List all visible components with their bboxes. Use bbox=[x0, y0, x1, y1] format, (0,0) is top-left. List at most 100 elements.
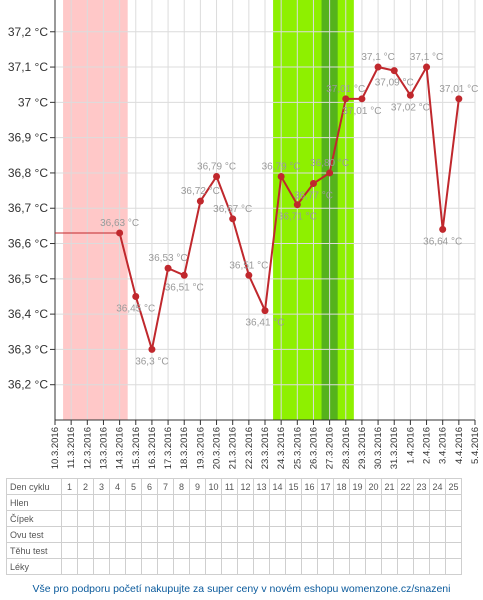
cycle-cell bbox=[301, 558, 318, 575]
cycle-cell bbox=[109, 558, 126, 575]
cycle-cell bbox=[109, 510, 126, 527]
cycle-cell bbox=[429, 494, 446, 511]
cycle-row-label: Ovu test bbox=[6, 526, 62, 543]
data-point bbox=[116, 229, 124, 237]
cycle-cell bbox=[205, 558, 222, 575]
x-tick-label: 11.3.2016 bbox=[66, 427, 77, 469]
cycle-cell bbox=[141, 510, 158, 527]
cycle-day-header: Den cyklu bbox=[6, 478, 62, 495]
cycle-cell bbox=[221, 510, 238, 527]
cycle-cell bbox=[93, 542, 110, 559]
data-point bbox=[196, 197, 204, 205]
data-point bbox=[148, 345, 156, 353]
cycle-day-number: 22 bbox=[397, 478, 414, 495]
phase-band-0 bbox=[63, 0, 128, 420]
bbt-chart: 36,2 °C 36,3 °C 36,4 °C 36,5 °C 36,6 °C 36,7 … bbox=[8, 0, 481, 469]
cycle-cell bbox=[301, 494, 318, 511]
cycle-cell bbox=[285, 558, 302, 575]
cycle-cell bbox=[61, 494, 78, 511]
data-label: 36,72 °C bbox=[181, 186, 220, 197]
cycle-day-number: 17 bbox=[317, 478, 334, 495]
cycle-cell bbox=[93, 510, 110, 527]
cycle-cell bbox=[413, 494, 430, 511]
cycle-cell bbox=[237, 494, 254, 511]
x-tick-label: 16.3.2016 bbox=[147, 427, 158, 469]
y-tick-labels: 36,2 °C 36,3 °C 36,4 °C 36,5 °C 36,6 °C 36,7 … bbox=[8, 25, 48, 392]
cycle-cell bbox=[381, 510, 398, 527]
x-tick-label: 3.4.2016 bbox=[438, 427, 449, 464]
cycle-day-number: 18 bbox=[333, 478, 350, 495]
cycle-cell bbox=[413, 526, 430, 543]
cycle-cell bbox=[109, 494, 126, 511]
x-tick-label: 1.4.2016 bbox=[405, 427, 416, 464]
cycle-cell bbox=[77, 510, 94, 527]
x-tick-label: 21.3.2016 bbox=[228, 427, 239, 469]
data-point bbox=[229, 215, 237, 223]
data-label: 36,51 °C bbox=[165, 282, 204, 293]
cycle-cell bbox=[445, 494, 462, 511]
cycle-cell bbox=[349, 542, 366, 559]
cycle-cell bbox=[429, 510, 446, 527]
cycle-cell bbox=[189, 526, 206, 543]
cycle-cell bbox=[333, 526, 350, 543]
x-tick-label: 31.3.2016 bbox=[389, 427, 400, 469]
x-tick-label: 14.3.2016 bbox=[115, 427, 126, 469]
cycle-cell bbox=[157, 510, 174, 527]
cycle-cell bbox=[429, 542, 446, 559]
cycle-cell bbox=[397, 494, 414, 511]
cycle-row: Hlen bbox=[6, 494, 462, 511]
cycle-cell bbox=[333, 558, 350, 575]
cycle-cell bbox=[173, 558, 190, 575]
cycle-cell bbox=[125, 542, 142, 559]
cycle-cell bbox=[317, 510, 334, 527]
cycle-row-label: Těhu test bbox=[6, 542, 62, 559]
cycle-cell bbox=[125, 526, 142, 543]
cycle-row: Čípek bbox=[6, 510, 462, 527]
cycle-cell bbox=[269, 542, 286, 559]
cycle-cell bbox=[205, 526, 222, 543]
cycle-cell bbox=[61, 510, 78, 527]
cycle-day-number: 19 bbox=[349, 478, 366, 495]
cycle-day-number: 21 bbox=[381, 478, 398, 495]
cycle-cell bbox=[237, 510, 254, 527]
promo-footer-link[interactable]: Vše pro podporu početí nakupujte za supe… bbox=[32, 583, 451, 595]
cycle-cell bbox=[349, 526, 366, 543]
cycle-cell bbox=[397, 542, 414, 559]
x-tick-label: 17.3.2016 bbox=[163, 427, 174, 469]
cycle-cell bbox=[77, 558, 94, 575]
cycle-header-row: Den cyklu 1 2 3 4 5 6 7 8 9 10 11 12 13 14 15 16 17 18 19 20… bbox=[6, 478, 462, 495]
cycle-cell bbox=[285, 510, 302, 527]
cycle-cell bbox=[365, 510, 382, 527]
data-point bbox=[423, 63, 431, 71]
data-label: 37,01 °C bbox=[439, 84, 478, 95]
data-label: 36,63 °C bbox=[100, 218, 139, 229]
cycle-cell bbox=[349, 510, 366, 527]
cycle-day-number: 11 bbox=[221, 478, 238, 495]
cycle-day-number: 4 bbox=[109, 478, 126, 495]
cycle-cell bbox=[429, 558, 446, 575]
cycle-cell bbox=[317, 558, 334, 575]
data-label: 36,71 °C bbox=[278, 212, 317, 223]
cycle-cell bbox=[61, 526, 78, 543]
cycle-cell bbox=[173, 542, 190, 559]
cycle-cell bbox=[109, 542, 126, 559]
x-tick-label: 13.3.2016 bbox=[98, 427, 109, 469]
cycle-cell bbox=[285, 494, 302, 511]
data-label: 36,3 °C bbox=[135, 356, 168, 367]
y-tick-label: 36,8 °C bbox=[8, 166, 48, 180]
x-tick-label: 18.3.2016 bbox=[179, 427, 190, 469]
cycle-cell bbox=[381, 494, 398, 511]
data-label: 37,1 °C bbox=[361, 52, 394, 63]
data-label: 37,02 °C bbox=[391, 102, 430, 113]
y-tick-label: 36,2 °C bbox=[8, 378, 48, 392]
cycle-cell bbox=[365, 526, 382, 543]
cycle-cell bbox=[317, 542, 334, 559]
cycle-cell bbox=[253, 558, 270, 575]
cycle-cell bbox=[333, 542, 350, 559]
x-tick-labels: 10.3.2016 11.3.2016 12.3.2016 13.3.2016 14.3… bbox=[50, 427, 481, 469]
cycle-cell bbox=[61, 558, 78, 575]
data-point bbox=[390, 67, 398, 75]
cycle-cell bbox=[125, 558, 142, 575]
cycle-cell bbox=[381, 542, 398, 559]
cycle-cell bbox=[381, 558, 398, 575]
